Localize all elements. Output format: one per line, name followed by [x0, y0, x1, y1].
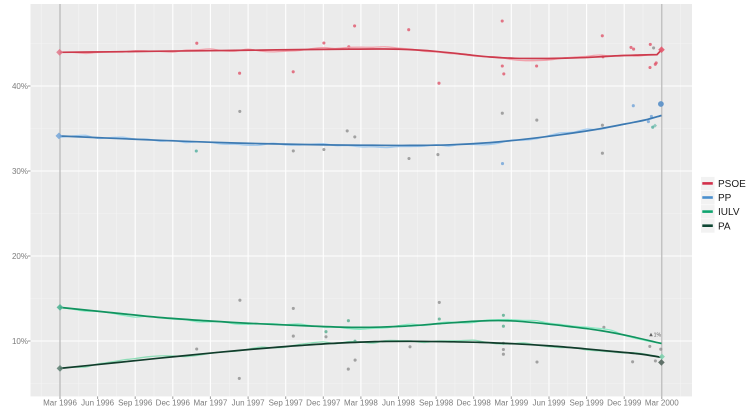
svg-text:Mar 1996: Mar 1996	[43, 399, 77, 408]
svg-text:40%: 40%	[12, 82, 28, 91]
svg-text:Jun 1996: Jun 1996	[81, 399, 114, 408]
svg-text:Dec 1997: Dec 1997	[306, 399, 341, 408]
svg-text:Mar 1999: Mar 1999	[494, 399, 528, 408]
svg-text:30%: 30%	[12, 167, 28, 176]
svg-text:Jun 1997: Jun 1997	[232, 399, 265, 408]
svg-text:PP: PP	[718, 193, 732, 204]
svg-text:Mar 1998: Mar 1998	[344, 399, 378, 408]
svg-text:Sep 1999: Sep 1999	[569, 399, 604, 408]
svg-text:PA: PA	[718, 221, 731, 232]
svg-text:10%: 10%	[12, 337, 28, 346]
svg-text:Dec 1999: Dec 1999	[607, 399, 642, 408]
svg-text:IULV: IULV	[718, 207, 740, 218]
svg-text:Jun 1999: Jun 1999	[533, 399, 566, 408]
svg-text:1%: 1%	[654, 333, 662, 339]
svg-text:Dec 1998: Dec 1998	[457, 399, 492, 408]
svg-text:Jun 1998: Jun 1998	[382, 399, 415, 408]
svg-text:PSOE: PSOE	[718, 179, 746, 190]
svg-text:Sep 1998: Sep 1998	[419, 399, 454, 408]
svg-text:Mar 1997: Mar 1997	[194, 399, 228, 408]
svg-text:Sep 1997: Sep 1997	[269, 399, 304, 408]
svg-text:20%: 20%	[12, 252, 28, 261]
svg-text:Dec 1996: Dec 1996	[156, 399, 191, 408]
svg-text:Sep 1996: Sep 1996	[118, 399, 153, 408]
svg-text:Mar 2000: Mar 2000	[645, 399, 679, 408]
